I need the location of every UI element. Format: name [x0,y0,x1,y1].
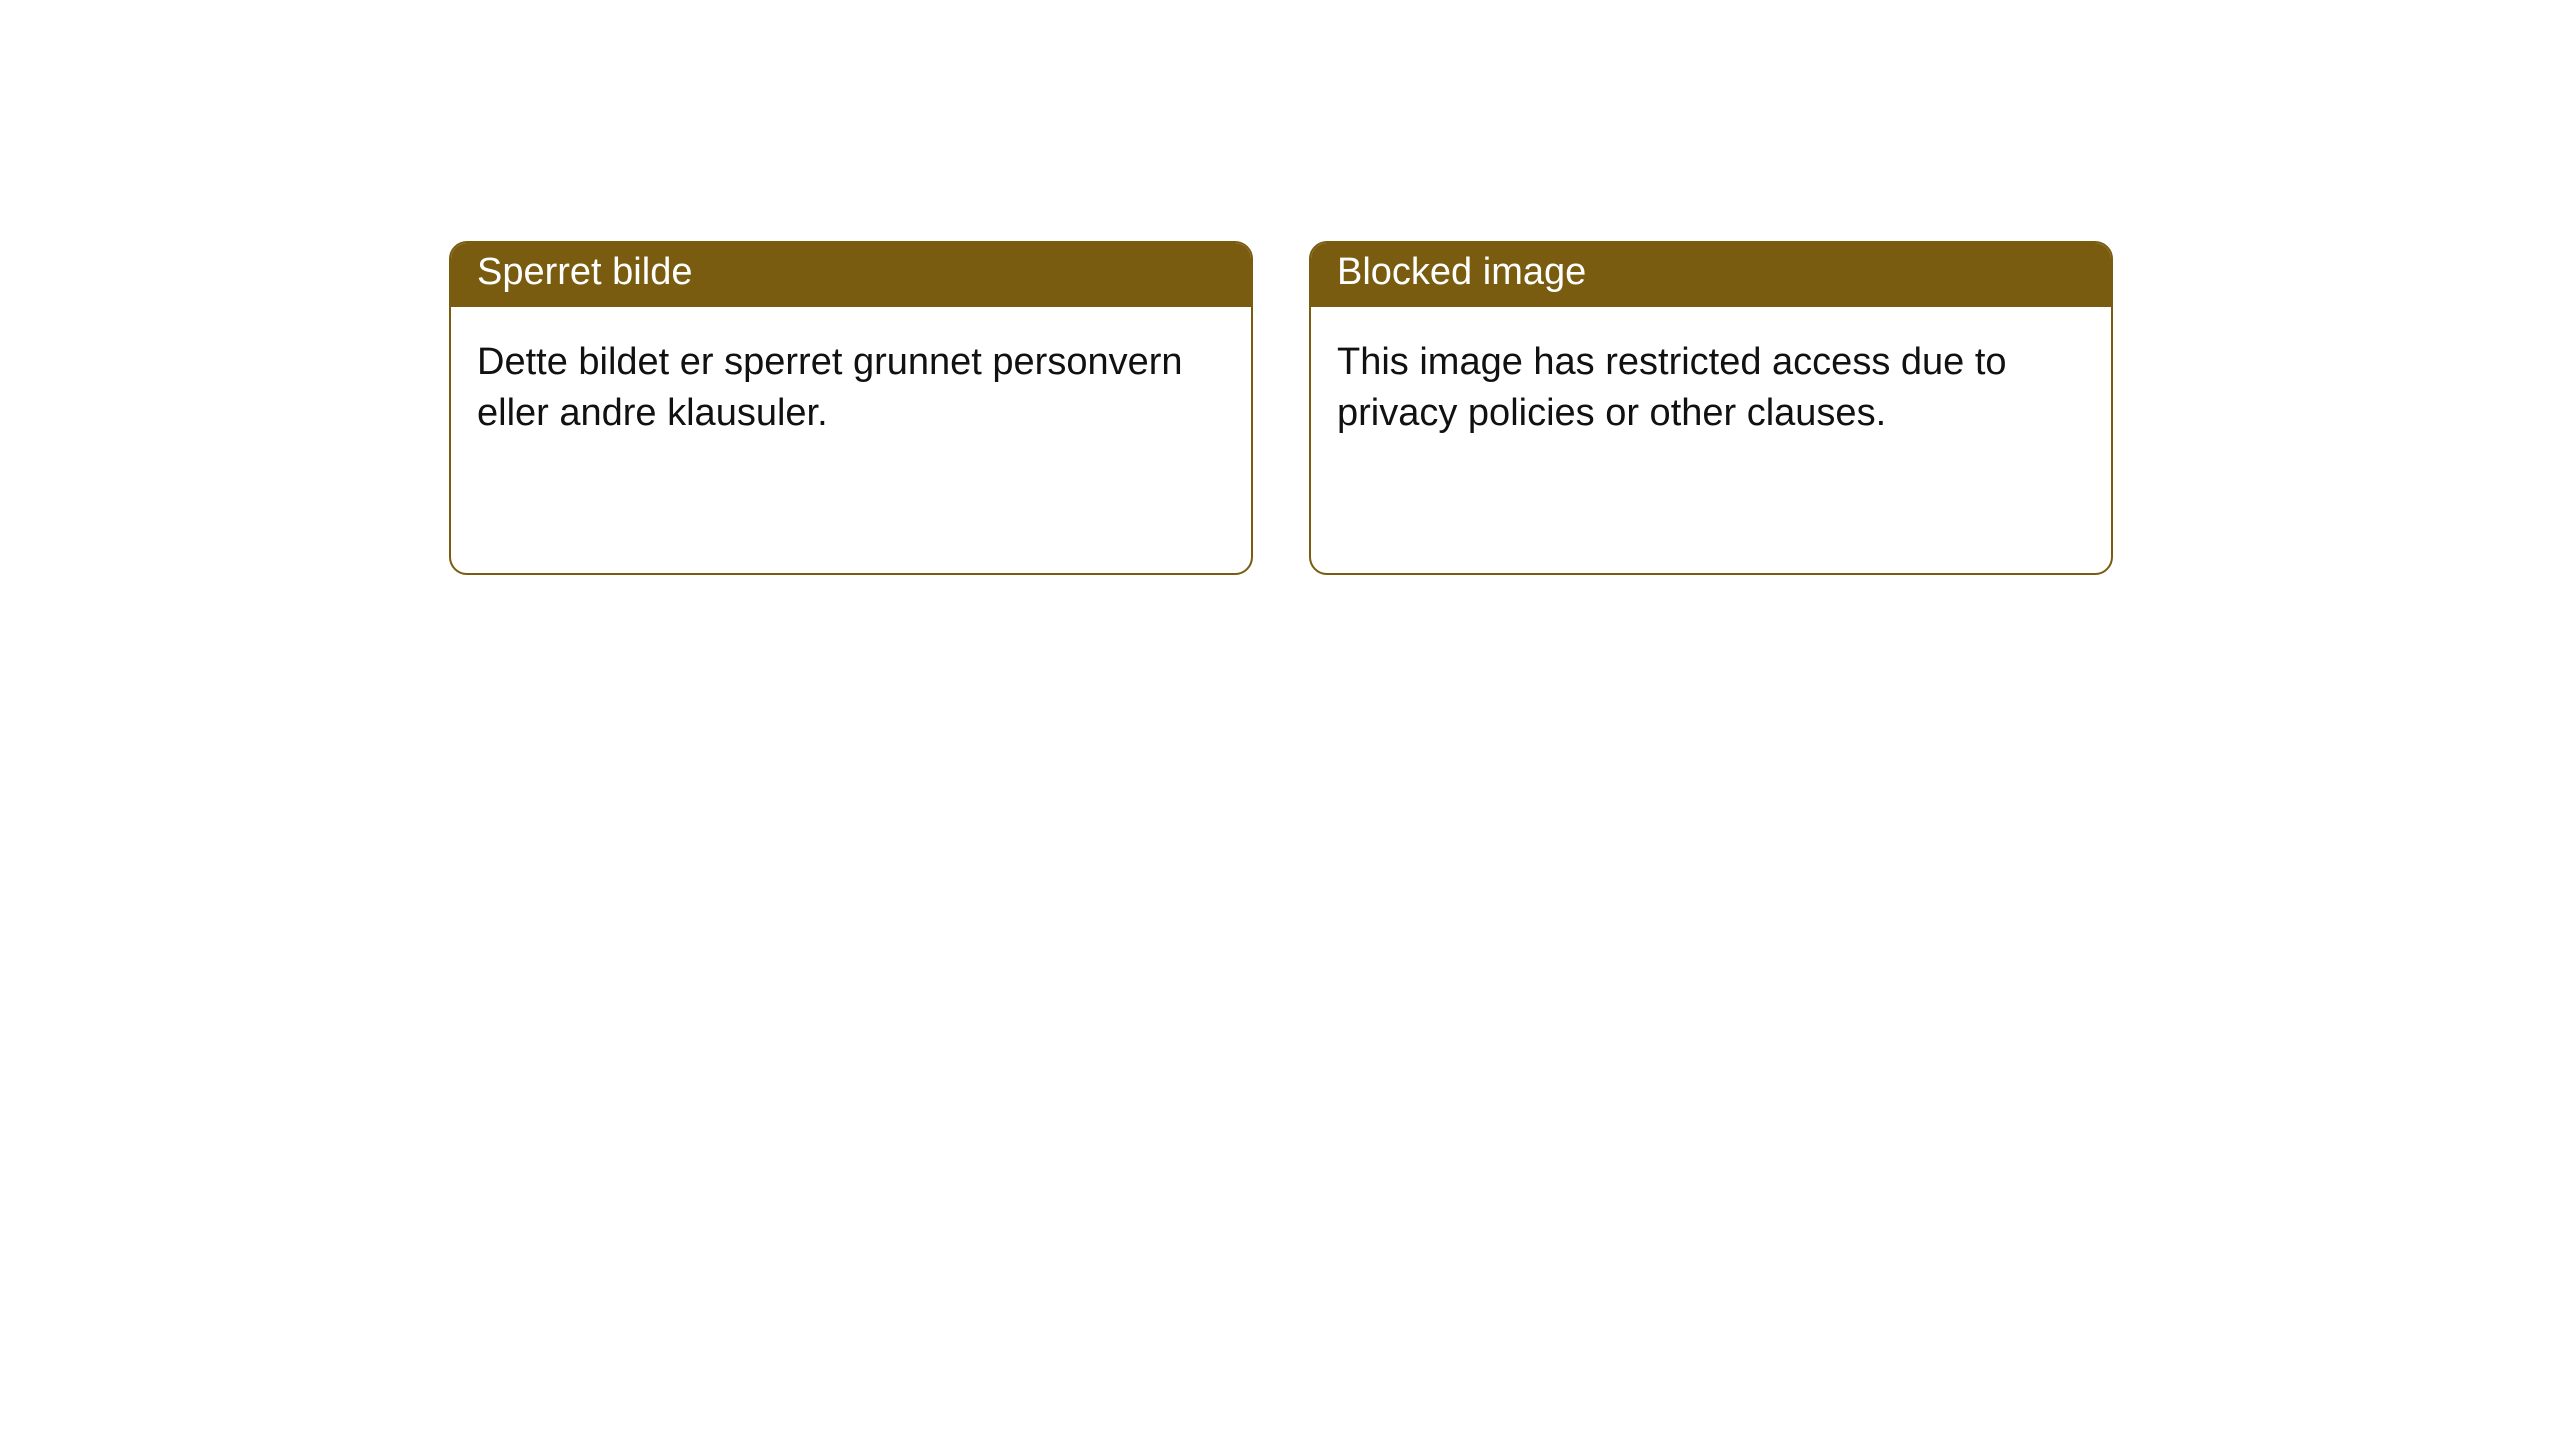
card-body-text: This image has restricted access due to … [1311,307,2111,470]
card-body-text: Dette bildet er sperret grunnet personve… [451,307,1251,470]
card-title: Sperret bilde [451,243,1251,307]
blocked-image-card-en: Blocked image This image has restricted … [1309,241,2113,575]
blocked-image-card-no: Sperret bilde Dette bildet er sperret gr… [449,241,1253,575]
card-title: Blocked image [1311,243,2111,307]
notice-cards-row: Sperret bilde Dette bildet er sperret gr… [0,0,2560,575]
